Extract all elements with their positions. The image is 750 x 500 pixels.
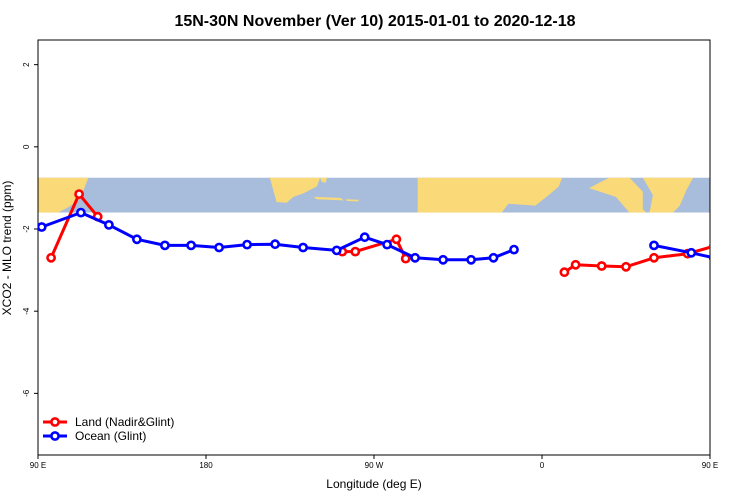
series-land-point	[708, 243, 710, 250]
series-ocean-point	[186, 240, 196, 251]
series-land-point	[391, 234, 402, 245]
x-axis-label: Longitude (deg E)	[326, 477, 421, 491]
series-ocean-point	[76, 207, 86, 218]
series-layer	[38, 189, 741, 278]
legend-swatch-marker	[50, 431, 60, 441]
legend-label: Land (Nadir&Glint)	[75, 415, 174, 429]
legend-label: Ocean (Glint)	[75, 429, 146, 443]
y-tick-label: -6	[22, 389, 31, 397]
x-axis: 90 E 180 90 W 0 90 E	[30, 455, 718, 470]
series-land-point	[649, 252, 659, 263]
series-ocean-point	[509, 244, 519, 255]
legend-item-land: Land (Nadir&Glint)	[43, 415, 174, 429]
series-ocean-line	[653, 243, 710, 259]
y-axis: 2 0 -2 -4 -6	[22, 62, 38, 397]
y-tick-label: 2	[22, 62, 31, 67]
series-ocean-point	[708, 254, 710, 261]
series-ocean-point	[359, 232, 370, 243]
series-ocean-point	[242, 239, 252, 250]
land-africa-arabia	[417, 177, 563, 213]
y-tick-label: -2	[22, 225, 31, 233]
land-asia-east	[38, 177, 89, 213]
x-tick-label: 90 W	[365, 461, 384, 470]
x-tick-label: 0	[540, 461, 545, 470]
series-ocean-point	[438, 254, 448, 265]
series-land-point	[350, 246, 361, 257]
series-ocean-point	[214, 242, 224, 253]
series-land-point	[46, 252, 56, 263]
series-ocean-point	[131, 234, 142, 245]
series-land-point	[74, 189, 84, 199]
land-hispaniola	[345, 199, 360, 202]
series-ocean-line	[41, 211, 515, 262]
land-cuba	[313, 196, 344, 201]
series-ocean-point	[488, 252, 499, 263]
series-ocean-point	[649, 240, 659, 251]
series-ocean-point	[270, 239, 280, 250]
legend-item-ocean: Ocean (Glint)	[43, 429, 146, 443]
series-land-point	[596, 261, 607, 271]
series-land-point	[621, 261, 631, 272]
x-tick-label: 90 E	[30, 461, 46, 470]
series-ocean-point	[466, 254, 476, 265]
land-north-america	[269, 177, 321, 203]
y-tick-label: 0	[22, 144, 31, 149]
land-canary	[431, 181, 436, 184]
chart-title: 15N-30N November (Ver 10) 2015-01-01 to …	[174, 13, 575, 30]
series-land-point	[570, 259, 581, 270]
series-ocean-point	[104, 219, 114, 230]
series-ocean	[38, 207, 710, 265]
world-map-band	[38, 177, 710, 213]
series-ocean-point	[331, 245, 342, 256]
legend: Land (Nadir&Glint)Ocean (Glint)	[43, 415, 174, 443]
series-ocean-point	[686, 247, 697, 258]
y-axis-label: XCO2 - MLO trend (ppm)	[0, 181, 14, 316]
land-se-asia	[642, 177, 694, 213]
x-tick-label: 180	[199, 461, 213, 470]
x-tick-label: 90 E	[702, 461, 718, 470]
series-ocean-point	[382, 239, 392, 250]
series-ocean-point	[298, 242, 308, 253]
series-land-point	[559, 267, 570, 278]
series-ocean-point	[410, 252, 420, 263]
series-ocean-point	[38, 222, 47, 232]
land-india	[589, 177, 647, 213]
y-tick-label: -4	[22, 307, 31, 315]
land-florida	[320, 177, 327, 183]
series-ocean-point	[159, 240, 170, 251]
series-land-line	[342, 237, 408, 260]
legend-swatch-marker	[50, 417, 60, 427]
series-land-point	[734, 258, 741, 265]
